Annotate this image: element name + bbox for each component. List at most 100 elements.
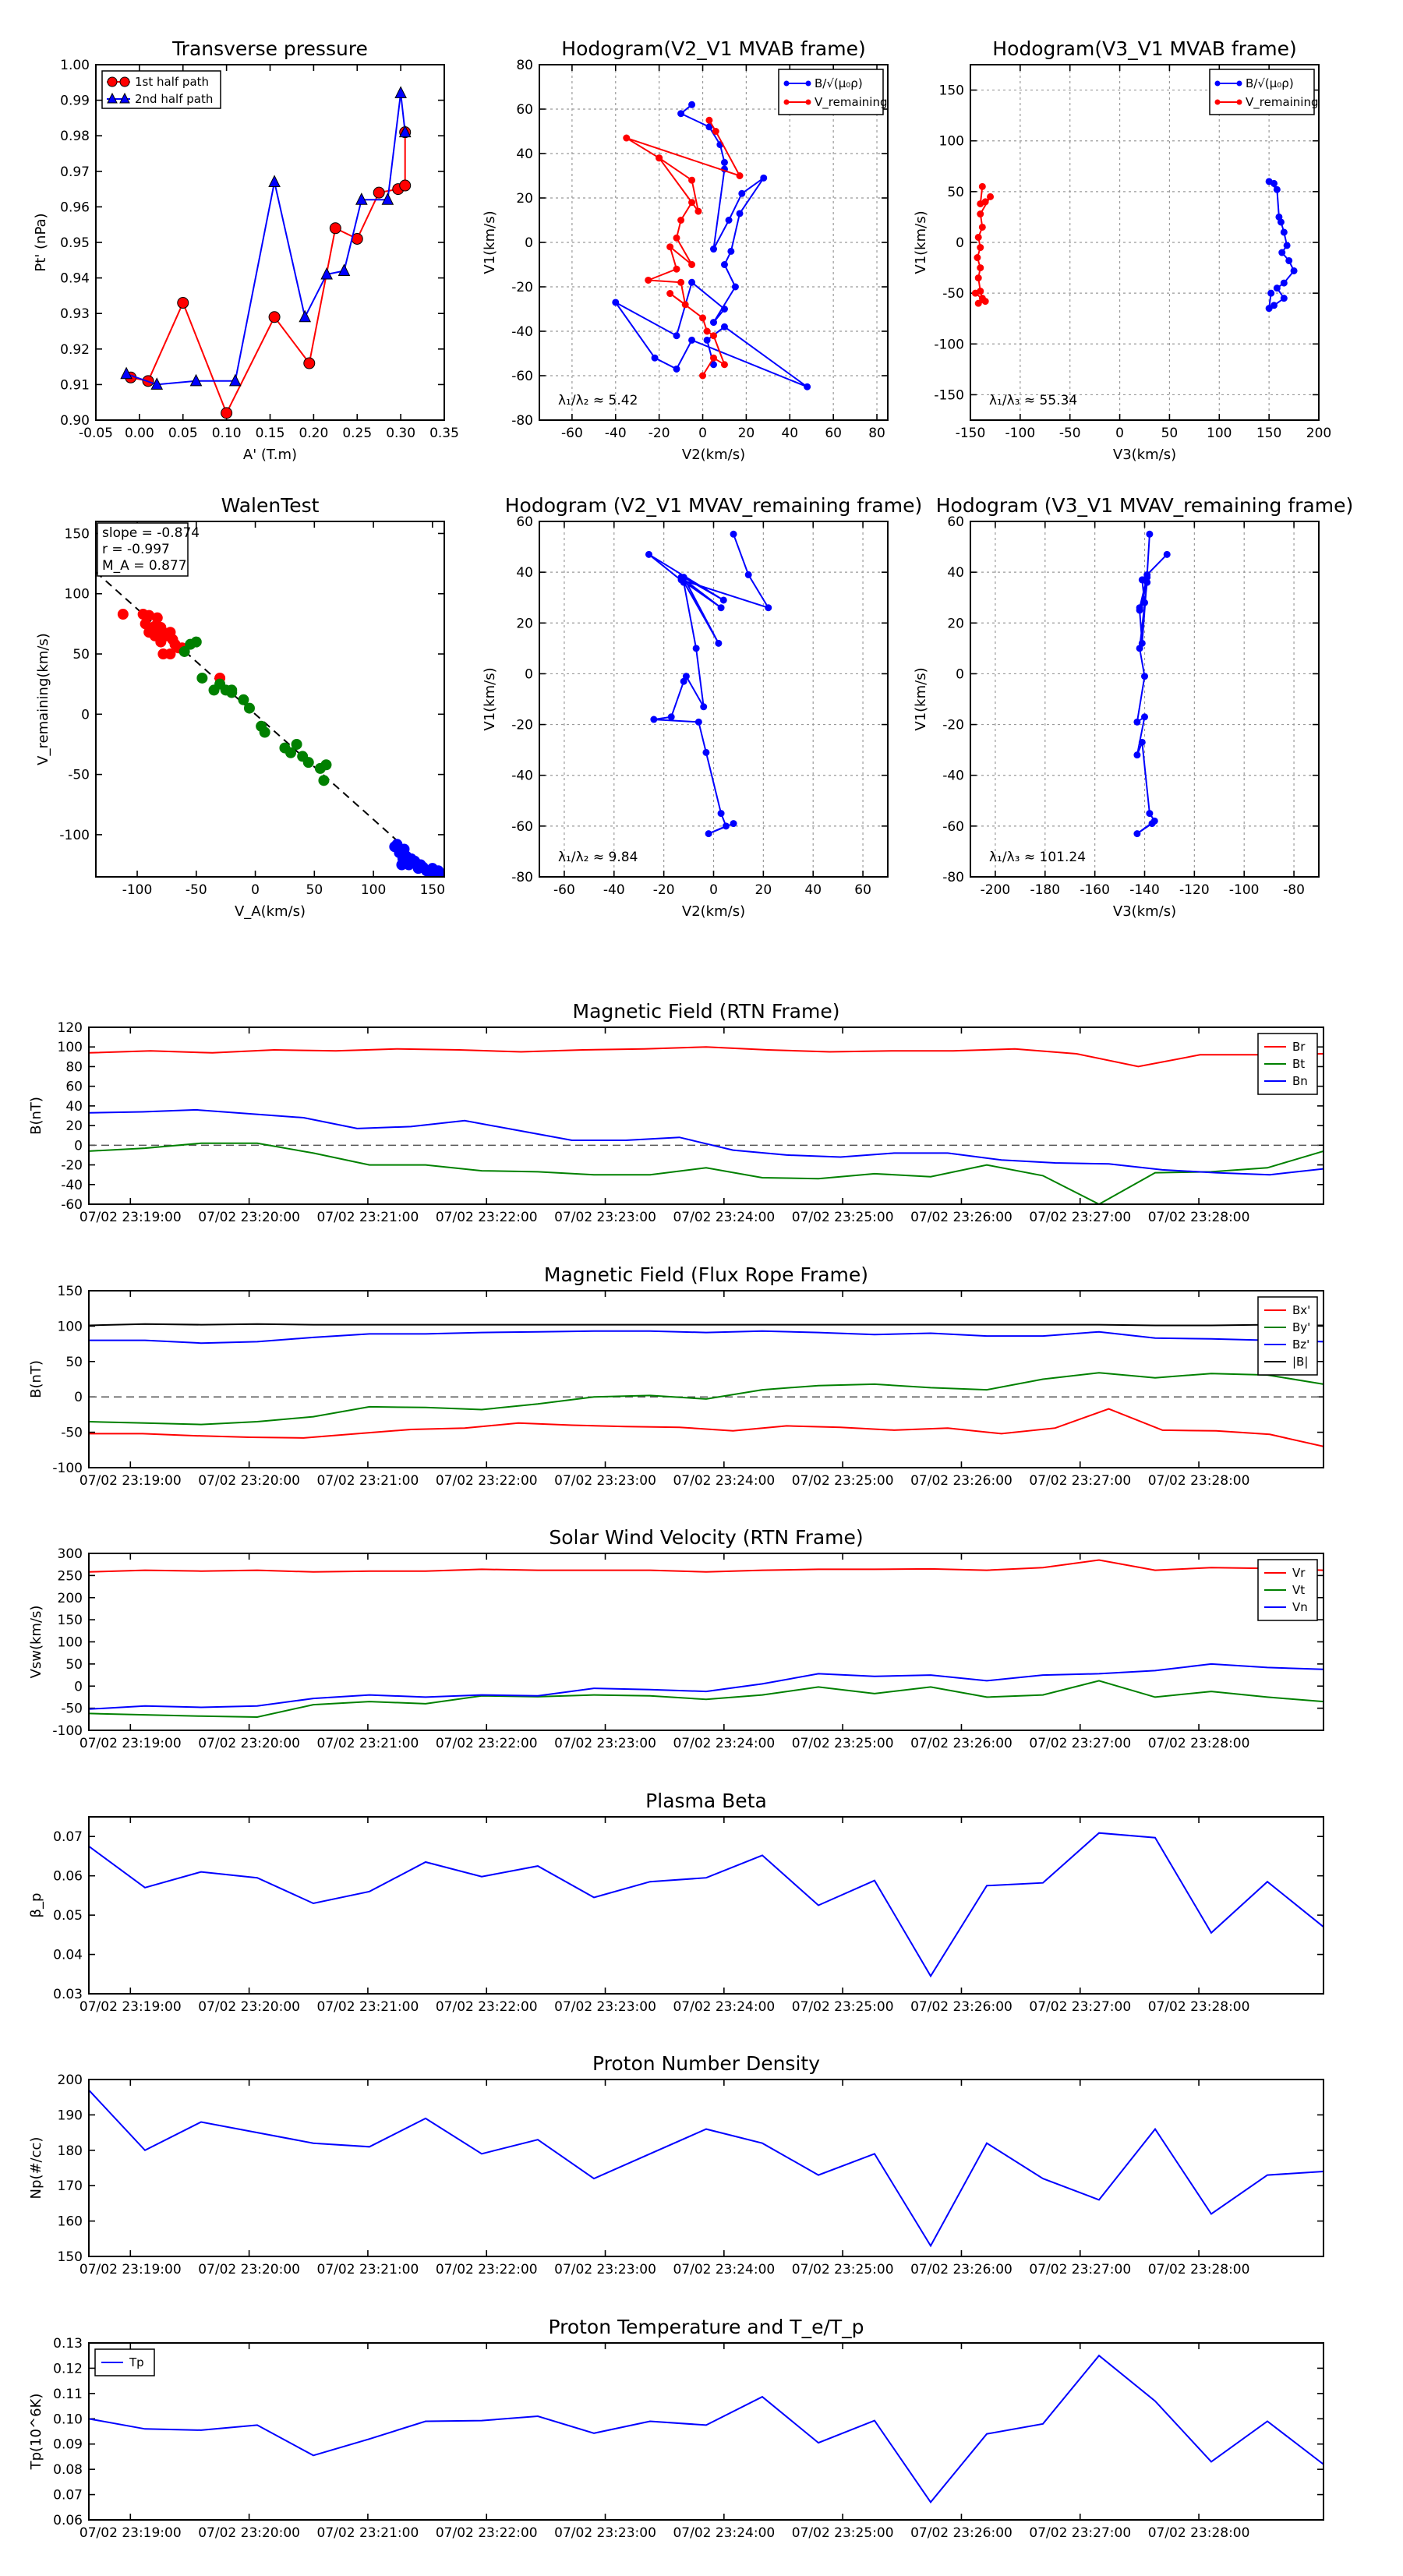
x-tick-label: 60 (854, 882, 871, 898)
data-point (1265, 305, 1273, 313)
data-point (712, 128, 719, 135)
legend-marker (1236, 99, 1242, 105)
data-point (725, 217, 733, 224)
y-tick-label: 250 (58, 1568, 83, 1584)
x-tick-label: 0.30 (386, 426, 415, 441)
data-point (673, 265, 680, 273)
y-tick-label: 0.96 (60, 200, 90, 215)
data-point (804, 383, 811, 390)
x-tick-label: 07/02 23:19:00 (80, 2525, 182, 2541)
x-tick-label: 07/02 23:26:00 (910, 2262, 1012, 2277)
plot-area (96, 571, 444, 877)
data-point (1141, 713, 1148, 721)
data-point (666, 290, 674, 298)
data-point (688, 278, 696, 286)
x-tick-label: 20 (738, 426, 755, 441)
data-point (117, 609, 129, 620)
chart-title: Hodogram(V3_V1 MVAB frame) (992, 37, 1296, 60)
x-tick-label: 07/02 23:24:00 (673, 2262, 775, 2277)
data-point (303, 357, 316, 369)
data-point (744, 571, 752, 578)
data-point (164, 648, 176, 660)
data-point (238, 694, 249, 705)
y-tick-label: 40 (65, 1099, 83, 1115)
legend-label: 1st half path (135, 75, 209, 89)
y-tick-label: 100 (58, 1635, 83, 1651)
y-tick-label: 50 (65, 1355, 83, 1370)
data-point (1136, 645, 1143, 652)
data-point (318, 775, 330, 786)
x-tick-label: -50 (1059, 426, 1081, 441)
legend-marker (1214, 99, 1221, 105)
eigenvalue-ratio: λ₁/λ₃ ≈ 101.24 (989, 850, 1086, 865)
y-tick-label: -50 (61, 1426, 83, 1441)
data-point (731, 283, 739, 291)
x-tick-label: 07/02 23:28:00 (1148, 1473, 1250, 1489)
y-tick-label: 20 (516, 616, 533, 631)
data-point (974, 254, 981, 262)
data-point (190, 636, 202, 648)
data-point (680, 677, 687, 685)
y-axis-label: β_p (28, 1893, 44, 1918)
legend-label: B/√(μ₀ρ) (815, 76, 863, 90)
chart-ts_np: 150 160 170 180 190 200 07/02 23:19:00 07/02 23… (28, 2052, 1324, 2277)
x-tick-label: -140 (1129, 882, 1160, 898)
data-point (699, 314, 707, 322)
y-tick-label: 160 (58, 2214, 83, 2230)
data-point (680, 578, 687, 586)
chart-ts_b_rtn: -60 -40 -20 0 20 40 60 80 100 120 07/02 23:19:00 07… (28, 1000, 1324, 1225)
data-point (1280, 279, 1288, 287)
x-tick-label: 0 (1115, 426, 1124, 441)
y-axis-label: Tp(10^6K) (28, 2394, 44, 2471)
y-tick-label: 0.95 (60, 235, 90, 251)
plot-frame (539, 64, 889, 421)
x-tick-label: 07/02 23:27:00 (1029, 1736, 1131, 1751)
chart-h2: -150 -100 -50 0 50 100 150 200 -150 -100 -50 0 50 100… (913, 37, 1331, 463)
plot-area (89, 1559, 1323, 1719)
y-tick-label: -40 (511, 324, 533, 340)
chart-title: Proton Temperature and T_e/T_p (548, 2316, 864, 2338)
y-tick-label: 0 (74, 1138, 83, 1154)
legend: B/√(μ₀ρ) V_remaining (1209, 69, 1319, 115)
chart-ts_tp: 0.06 0.07 0.08 0.09 0.10 0.11 0.12 0.13 07/02 23… (28, 2316, 1324, 2541)
data-point (673, 365, 680, 373)
x-tick-label: 07/02 23:27:00 (1029, 1210, 1131, 1225)
legend: Tp (94, 2348, 155, 2376)
data-point (720, 361, 728, 369)
y-tick-label: 50 (72, 647, 90, 663)
x-tick-label: 07/02 23:27:00 (1029, 2525, 1131, 2541)
y-tick-label: 0.04 (53, 1948, 83, 1963)
x-tick-label: 07/02 23:23:00 (554, 1210, 656, 1225)
y-tick-label: 150 (58, 1284, 83, 1299)
y-tick-label: -100 (934, 337, 964, 352)
x-axis-label: A' (T.m) (243, 447, 297, 463)
y-tick-label: 300 (58, 1546, 83, 1562)
x-tick-label: 07/02 23:25:00 (792, 2262, 894, 2277)
data-point (1138, 738, 1146, 746)
data-point (978, 223, 986, 231)
y-tick-label: -20 (511, 280, 533, 295)
y-tick-label: 0.05 (53, 1908, 83, 1924)
data-point (760, 174, 768, 182)
data-point (702, 748, 710, 756)
data-point (703, 336, 711, 344)
series-line-2 (89, 1330, 1323, 1345)
data-point (710, 361, 717, 369)
data-point (259, 726, 270, 738)
data-point (302, 757, 314, 769)
chart-title: Hodogram (V2_V1 MVAV_remaining frame) (505, 494, 923, 517)
data-point (228, 373, 242, 387)
series-line-0 (130, 132, 406, 415)
y-tick-label: -20 (61, 1158, 83, 1174)
data-point (1273, 284, 1281, 292)
data-point (355, 193, 368, 205)
data-point (688, 101, 696, 108)
x-axis-label: V3(km/s) (1113, 447, 1176, 463)
series-line-0 (89, 1046, 1323, 1068)
y-tick-label: -50 (68, 768, 90, 783)
x-tick-label: 0.15 (256, 426, 285, 441)
series-line-0 (89, 1408, 1323, 1447)
x-tick-label: 07/02 23:21:00 (317, 1736, 419, 1751)
series-line-0 (614, 104, 808, 388)
